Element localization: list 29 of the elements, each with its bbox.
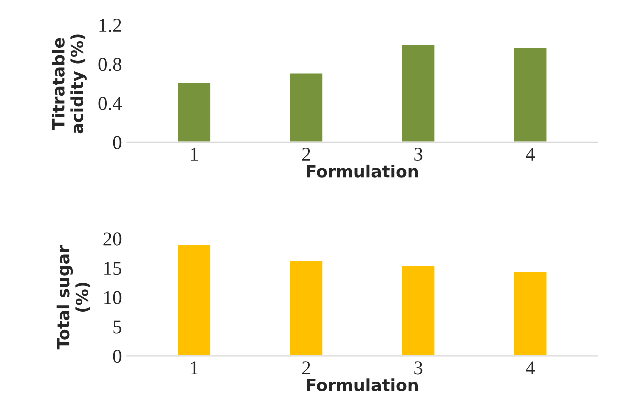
x-tick-label: 4 <box>526 362 536 375</box>
y-tick-label: 15 <box>104 262 122 276</box>
x-tick-label: 2 <box>302 148 310 161</box>
y-tick-label: 0.8 <box>98 58 122 72</box>
bar <box>401 44 436 142</box>
y-tick-label: 0.4 <box>98 97 122 110</box>
x-axis-title: Formulation <box>307 164 418 178</box>
x-tick-label: 3 <box>414 362 423 375</box>
x-axis-title: Formulation <box>307 378 418 392</box>
y-tick-label: 20 <box>104 232 122 246</box>
x-tick-label: 2 <box>302 362 310 375</box>
bar <box>176 244 212 356</box>
y-tick-label: 0 <box>113 350 122 364</box>
x-tick-label: 4 <box>526 148 536 161</box>
bar <box>401 265 436 356</box>
bar <box>288 260 324 356</box>
y-axis-title: Total sugar (%) <box>56 245 91 350</box>
y-tick-label: 5 <box>114 320 122 334</box>
bar <box>513 46 548 142</box>
bar <box>288 72 324 142</box>
y-axis-title: Titratable acidity (%) <box>52 34 87 134</box>
x-tick-label: 1 <box>191 148 198 161</box>
bar <box>513 270 548 356</box>
y-tick-label: 10 <box>104 291 122 304</box>
x-tick-label: 1 <box>191 362 198 375</box>
bar <box>176 82 212 142</box>
y-tick-label: 1.2 <box>100 19 122 32</box>
y-tick-label: 0 <box>113 136 122 150</box>
x-tick-label: 3 <box>414 148 423 162</box>
